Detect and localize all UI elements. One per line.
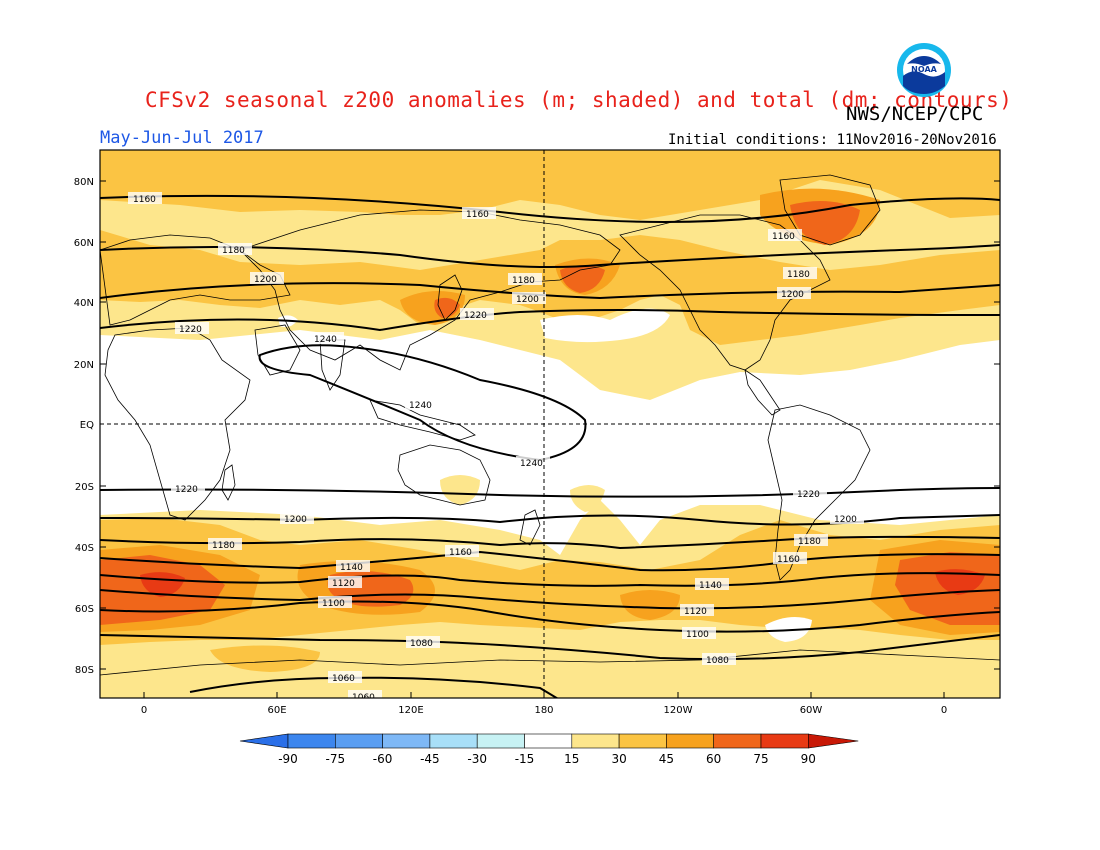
contour-label-1200-a: 1200	[254, 275, 277, 285]
lon-label-60w: 60W	[800, 705, 823, 716]
contour-label-1060-a: 1060	[332, 674, 355, 684]
contour-label-1200-e: 1200	[834, 515, 857, 525]
lat-label-60s: 60S	[75, 604, 94, 615]
contour-label-1160-a: 1160	[133, 195, 156, 205]
contour-label-1240-c: 1240	[520, 459, 543, 469]
contour-label-1180-a: 1180	[222, 246, 245, 256]
contour-label-1160-b: 1160	[466, 210, 489, 220]
contour-labels: 1160 1160 1160 1180 1180 1180 1200 1200 …	[128, 192, 864, 703]
contour-label-1120-a: 1120	[332, 579, 355, 589]
contour-label-1200-c: 1200	[781, 290, 804, 300]
lat-label-20s: 20S	[75, 482, 94, 493]
anomaly-shading-30-45	[100, 150, 1000, 672]
contour-label-1160-c: 1160	[772, 232, 795, 242]
lon-label-0-right: 0	[941, 705, 947, 716]
contour-label-1140-a: 1140	[340, 563, 363, 573]
contour-label-1200-d: 1200	[284, 515, 307, 525]
lon-label-180: 180	[534, 705, 553, 716]
contour-label-1100-b: 1100	[686, 630, 709, 640]
contour-label-1080-a: 1080	[410, 639, 433, 649]
map-title: CFSv2 seasonal z200 anomalies (m; shaded…	[145, 88, 1013, 112]
noaa-logo: NOAA	[897, 43, 951, 97]
lat-label-40n: 40N	[74, 298, 94, 309]
lat-label-80s: 80S	[75, 665, 94, 676]
contour-label-1140-b: 1140	[699, 581, 722, 591]
lat-label-20n: 20N	[74, 360, 94, 371]
longitude-axis: 0 60E 120E 180 120W 60W 0	[141, 692, 947, 716]
contour-label-1180-e: 1180	[798, 537, 821, 547]
initial-conditions: Initial conditions: 11Nov2016-20Nov2016	[668, 132, 997, 148]
contour-label-1220-a: 1220	[179, 325, 202, 335]
contour-label-1200-b: 1200	[516, 295, 539, 305]
contour-label-1240-a: 1240	[314, 335, 337, 345]
contour-label-1060-b: 1060	[352, 693, 375, 703]
lon-label-60e: 60E	[267, 705, 286, 716]
lon-label-120w: 120W	[664, 705, 693, 716]
contour-label-1160-d: 1160	[449, 548, 472, 558]
agency-label: NWS/NCEP/CPC	[846, 103, 984, 125]
contour-label-1180-b: 1180	[512, 276, 535, 286]
lon-label-0-left: 0	[141, 705, 147, 716]
lat-label-60n: 60N	[74, 238, 94, 249]
contour-label-1220-b: 1220	[464, 311, 487, 321]
contour-label-1100-a: 1100	[322, 599, 345, 609]
contour-label-1120-b: 1120	[684, 607, 707, 617]
map-plot-area: 1160 1160 1160 1180 1180 1180 1200 1200 …	[100, 150, 1000, 703]
lat-label-40s: 40S	[75, 543, 94, 554]
lat-label-80n: 80N	[74, 177, 94, 188]
contour-label-1220-d: 1220	[797, 490, 820, 500]
map-frame	[99, 149, 1001, 699]
contour-label-1180-d: 1180	[212, 541, 235, 551]
lon-label-120e: 120E	[398, 705, 423, 716]
contour-label-1240-b: 1240	[409, 401, 432, 411]
contour-label-1080-b: 1080	[706, 656, 729, 666]
latitude-axis: 80N 60N 40N 20N EQ 20S 40S 60S 80S	[74, 177, 1000, 676]
lat-label-eq: EQ	[80, 420, 94, 431]
noaa-logo-text: NOAA	[911, 65, 937, 74]
contour-label-1220-c: 1220	[175, 485, 198, 495]
contour-label-1160-e: 1160	[777, 555, 800, 565]
contour-label-1180-c: 1180	[787, 270, 810, 280]
forecast-period: May-Jun-Jul 2017	[100, 128, 264, 148]
